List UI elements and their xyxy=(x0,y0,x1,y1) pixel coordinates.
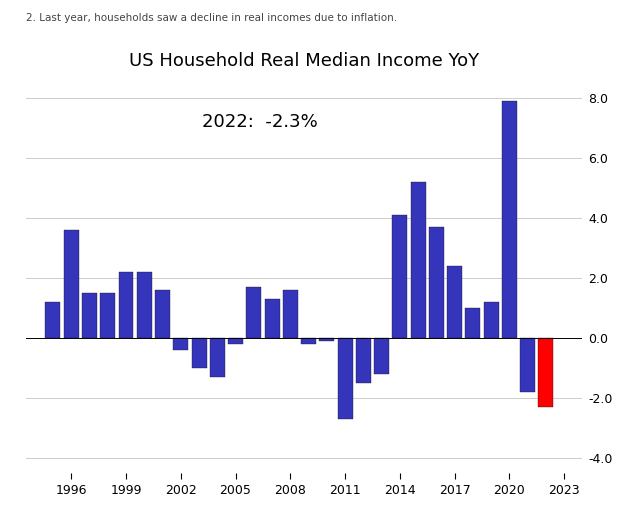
Bar xyxy=(191,338,207,369)
Bar xyxy=(319,338,334,342)
Bar xyxy=(484,303,499,338)
Text: 2. Last year, households saw a decline in real incomes due to inflation.: 2. Last year, households saw a decline i… xyxy=(26,13,397,23)
Bar xyxy=(502,102,517,338)
Bar xyxy=(137,272,152,338)
Bar xyxy=(337,338,353,419)
Bar xyxy=(392,215,407,338)
Bar xyxy=(465,309,481,338)
Bar xyxy=(447,267,462,338)
Bar xyxy=(173,338,188,351)
Bar xyxy=(82,294,97,338)
Bar xyxy=(301,338,316,345)
Bar xyxy=(155,290,170,338)
Bar xyxy=(411,182,426,338)
Bar xyxy=(64,230,79,338)
Bar xyxy=(356,338,371,384)
Title: US Household Real Median Income YoY: US Household Real Median Income YoY xyxy=(129,52,479,70)
Bar xyxy=(264,300,280,338)
Bar xyxy=(246,287,261,338)
Bar xyxy=(283,290,298,338)
Bar xyxy=(45,303,60,338)
Bar xyxy=(520,338,535,393)
Bar xyxy=(374,338,389,375)
Bar xyxy=(100,294,115,338)
Bar xyxy=(118,272,134,338)
Bar xyxy=(429,228,444,338)
Bar xyxy=(210,338,225,378)
Bar xyxy=(538,338,554,408)
Text: 2022:  -2.3%: 2022: -2.3% xyxy=(202,113,317,131)
Bar xyxy=(228,338,243,345)
